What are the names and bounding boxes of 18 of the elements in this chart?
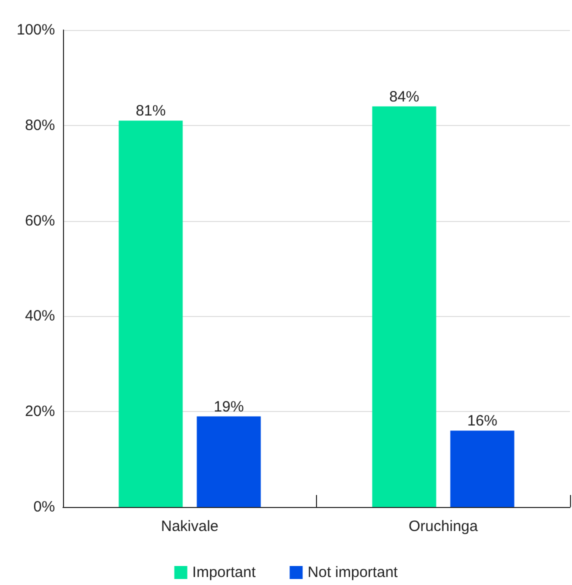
x-tick-label: Oruchinga [408,518,479,535]
y-tick-label: 60% [24,212,55,230]
data-label: 16% [467,412,498,430]
y-tick-label: 40% [24,308,55,325]
data-label: 19% [214,398,244,416]
data-label: 81% [136,102,166,120]
y-tick-label: 100% [16,22,55,38]
data-label: 84% [389,88,420,106]
bar [118,120,183,507]
y-tick-label: 20% [24,403,55,420]
bar [450,430,514,507]
legend-label: Important [192,564,256,581]
y-tick-label: 0% [33,498,55,516]
x-tick-label: Nakivale [160,518,219,535]
legend-label: Not important [308,564,399,581]
bar [196,416,261,507]
y-tick-label: 80% [24,116,55,134]
bar [372,106,436,507]
